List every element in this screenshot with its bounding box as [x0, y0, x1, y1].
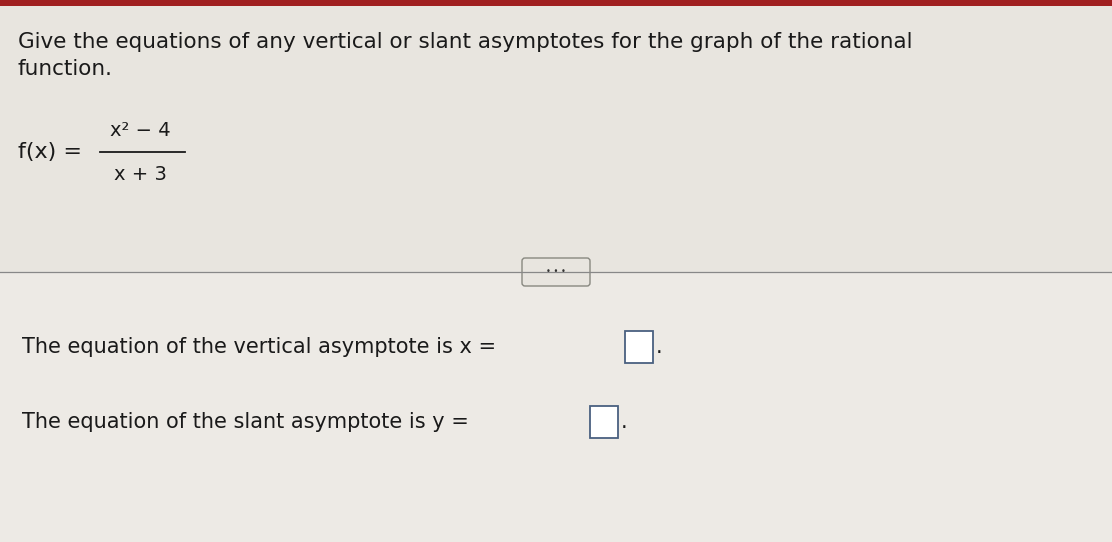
- Bar: [0, 6, 1112, 272]
- Text: Give the equations of any vertical or slant asymptotes for the graph of the rati: Give the equations of any vertical or sl…: [18, 32, 913, 52]
- Text: • • •: • • •: [546, 268, 566, 276]
- Text: function.: function.: [18, 59, 113, 79]
- Text: f(x) =: f(x) =: [18, 142, 82, 162]
- Text: The equation of the slant asymptote is y =: The equation of the slant asymptote is y…: [22, 412, 469, 432]
- FancyBboxPatch shape: [522, 258, 590, 286]
- Bar: [0, 0, 1112, 6]
- Text: .: .: [656, 337, 663, 357]
- Text: The equation of the vertical asymptote is x =: The equation of the vertical asymptote i…: [22, 337, 496, 357]
- Text: x² − 4: x² − 4: [110, 120, 170, 139]
- Bar: [590, 406, 618, 438]
- Text: .: .: [620, 412, 627, 432]
- Text: x + 3: x + 3: [113, 165, 167, 184]
- Bar: [0, 272, 1112, 542]
- Bar: [625, 331, 653, 363]
